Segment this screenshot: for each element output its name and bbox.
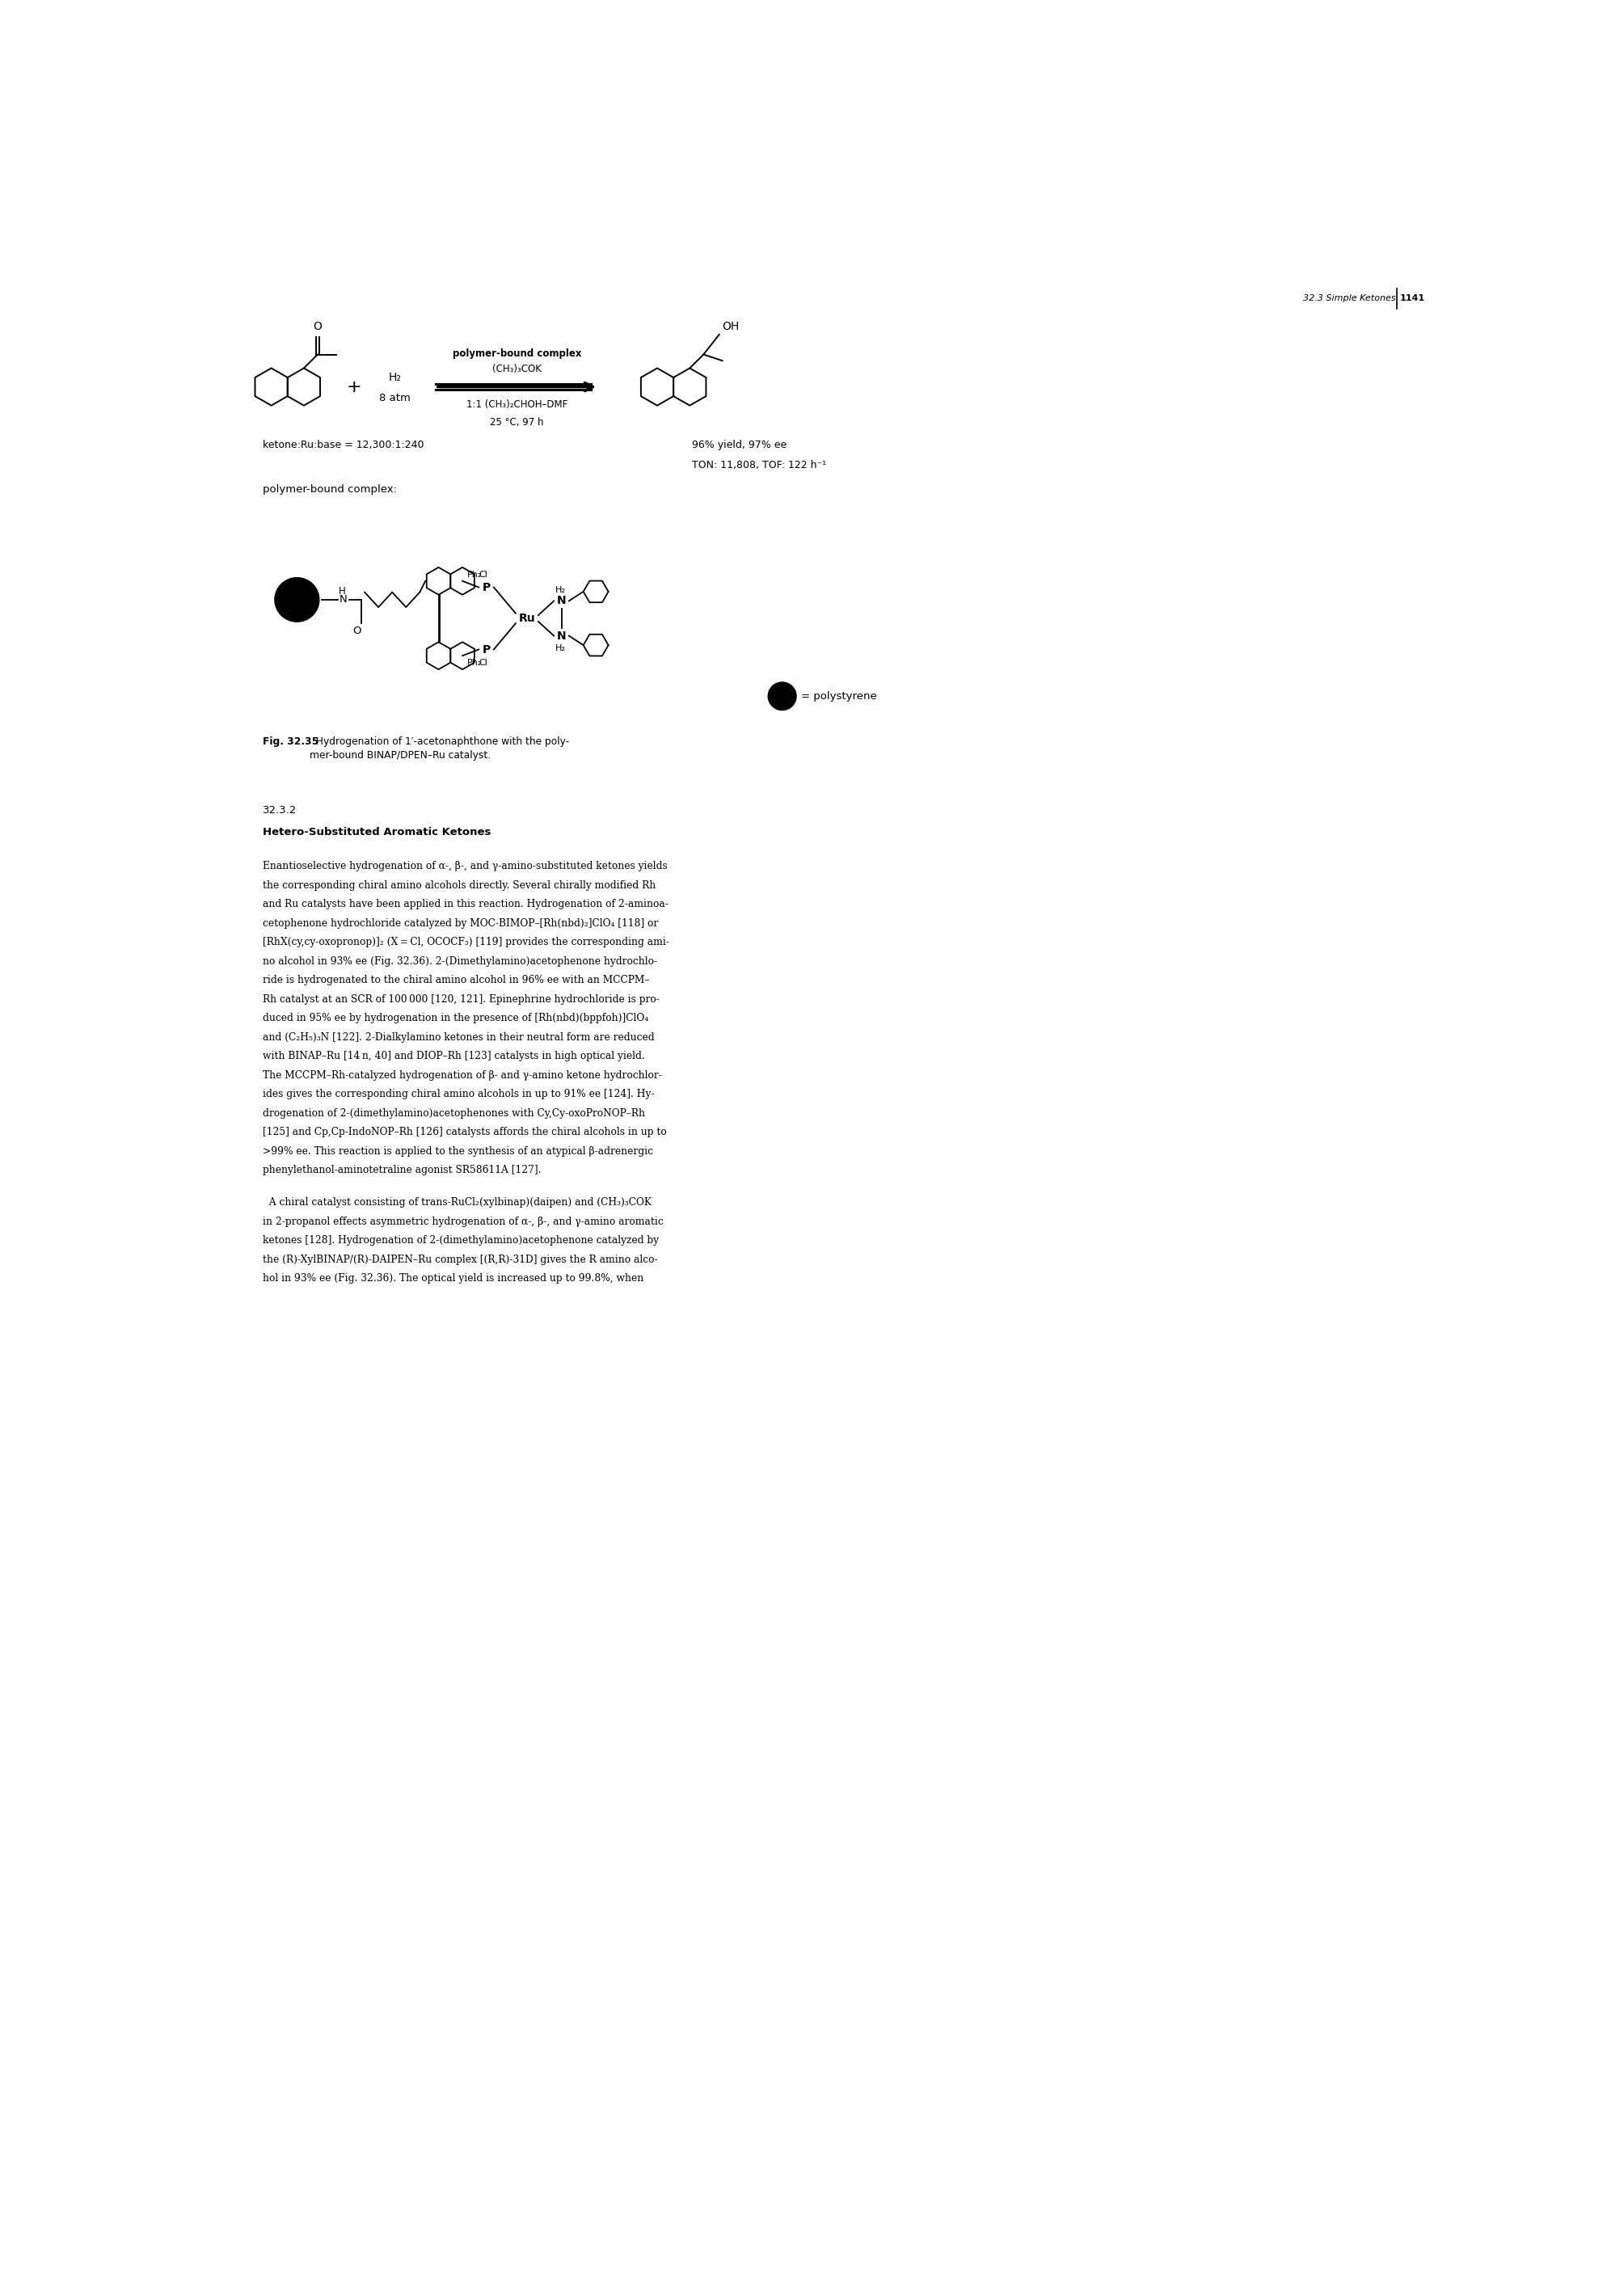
Text: with BINAP–Ru [14 n, 40] and DIOP–Rh [123] catalysts in high optical yield.: with BINAP–Ru [14 n, 40] and DIOP–Rh [12… xyxy=(263,1051,645,1063)
Text: A chiral catalyst consisting of trans-RuCl₂(xylbinap)(daipen) and (CH₃)₃COK: A chiral catalyst consisting of trans-Ru… xyxy=(263,1198,651,1209)
Text: the corresponding chiral amino alcohols directly. Several chirally modified Rh: the corresponding chiral amino alcohols … xyxy=(263,879,656,891)
Text: O: O xyxy=(352,625,361,637)
Text: 1:1 (CH₃)₂CHOH–DMF: 1:1 (CH₃)₂CHOH–DMF xyxy=(466,398,567,410)
Text: ketones [128]. Hydrogenation of 2-(dimethylamino)acetophenone catalyzed by: ketones [128]. Hydrogenation of 2-(dimet… xyxy=(263,1237,659,1246)
Text: and (C₂H₅)₃N [122]. 2-Dialkylamino ketones in their neutral form are reduced: and (C₂H₅)₃N [122]. 2-Dialkylamino keton… xyxy=(263,1033,654,1042)
Text: 32.3 Simple Ketones: 32.3 Simple Ketones xyxy=(1302,295,1395,302)
Text: = polystyrene: = polystyrene xyxy=(801,692,877,701)
Circle shape xyxy=(768,682,796,710)
Text: P: P xyxy=(482,643,490,655)
Text: Hetero-Substituted Aromatic Ketones: Hetero-Substituted Aromatic Ketones xyxy=(263,827,490,838)
Text: O: O xyxy=(313,321,322,332)
Text: and Ru catalysts have been applied in this reaction. Hydrogenation of 2-aminoa-: and Ru catalysts have been applied in th… xyxy=(263,900,667,909)
Text: Cl: Cl xyxy=(479,570,487,579)
Text: 32.3.2: 32.3.2 xyxy=(263,806,297,815)
Text: ides gives the corresponding chiral amino alcohols in up to 91% ee [124]. Hy-: ides gives the corresponding chiral amin… xyxy=(263,1090,654,1099)
Text: H₂: H₂ xyxy=(555,643,565,653)
Text: Cl: Cl xyxy=(479,660,487,666)
Text: Hydrogenation of 1′-acetonaphthone with the poly-
mer-bound BINAP/DPEN–Ru cataly: Hydrogenation of 1′-acetonaphthone with … xyxy=(310,737,568,760)
Circle shape xyxy=(274,577,318,621)
Text: >99% ee. This reaction is applied to the synthesis of an atypical β-adrenergic: >99% ee. This reaction is applied to the… xyxy=(263,1145,653,1156)
Text: [125] and Cp,Cp-IndoNOP–Rh [126] catalysts affords the chiral alcohols in up to: [125] and Cp,Cp-IndoNOP–Rh [126] catalys… xyxy=(263,1127,666,1138)
Text: +: + xyxy=(346,378,362,394)
Text: 25 °C, 97 h: 25 °C, 97 h xyxy=(490,417,544,428)
Text: cetophenone hydrochloride catalyzed by MOC-BIMOP–[Rh(nbd)₂]ClO₄ [118] or: cetophenone hydrochloride catalyzed by M… xyxy=(263,918,658,927)
Text: Rh catalyst at an SCR of 100 000 [120, 121]. Epinephrine hydrochloride is pro-: Rh catalyst at an SCR of 100 000 [120, 1… xyxy=(263,994,659,1005)
Text: the (R)-XylBINAP/(R)-DAIPEN–Ru complex [(R,R)-31D] gives the R amino alco-: the (R)-XylBINAP/(R)-DAIPEN–Ru complex [… xyxy=(263,1255,658,1264)
Text: Fig. 32.35: Fig. 32.35 xyxy=(263,737,318,747)
Text: polymer-bound complex:: polymer-bound complex: xyxy=(263,485,396,495)
Text: 8 atm: 8 atm xyxy=(378,394,411,403)
Text: H₂: H₂ xyxy=(388,371,401,382)
Text: duced in 95% ee by hydrogenation in the presence of [Rh(nbd)(bppfoh)]ClO₄: duced in 95% ee by hydrogenation in the … xyxy=(263,1012,648,1024)
Text: N: N xyxy=(557,595,567,607)
Text: polymer-bound complex: polymer-bound complex xyxy=(453,348,581,360)
Text: 96% yield, 97% ee: 96% yield, 97% ee xyxy=(692,440,788,451)
Text: H: H xyxy=(339,586,346,595)
Text: Enantioselective hydrogenation of α-, β-, and γ-amino-substituted ketones yields: Enantioselective hydrogenation of α-, β-… xyxy=(263,861,667,872)
Text: drogenation of 2-(dimethylamino)acetophenones with Cy,Cy-oxoProNOP–Rh: drogenation of 2-(dimethylamino)acetophe… xyxy=(263,1108,645,1118)
Text: 1141: 1141 xyxy=(1400,295,1426,302)
Text: hol in 93% ee (Fig. 32.36). The optical yield is increased up to 99.8%, when: hol in 93% ee (Fig. 32.36). The optical … xyxy=(263,1273,643,1285)
Text: Ru: Ru xyxy=(518,614,536,625)
Text: The MCCPM–Rh-catalyzed hydrogenation of β- and γ-amino ketone hydrochlor-: The MCCPM–Rh-catalyzed hydrogenation of … xyxy=(263,1069,661,1081)
Text: ketone:Ru:base = 12,300:1:240: ketone:Ru:base = 12,300:1:240 xyxy=(263,440,424,451)
Text: (CH₃)₃COK: (CH₃)₃COK xyxy=(492,364,541,373)
Text: Ph₂: Ph₂ xyxy=(468,660,482,666)
Text: H₂: H₂ xyxy=(555,586,565,593)
Text: ride is hydrogenated to the chiral amino alcohol in 96% ee with an MCCPM–: ride is hydrogenated to the chiral amino… xyxy=(263,976,650,985)
Text: N: N xyxy=(339,595,348,605)
Text: N: N xyxy=(557,630,567,641)
Text: phenylethanol­aminotetraline agonist SR58611A [127].: phenylethanol­aminotetraline agonist SR5… xyxy=(263,1166,541,1175)
Text: Ph₂: Ph₂ xyxy=(468,570,482,579)
Text: P: P xyxy=(482,582,490,593)
Text: in 2-propanol effects asymmetric hydrogenation of α-, β-, and γ-amino aromatic: in 2-propanol effects asymmetric hydroge… xyxy=(263,1216,663,1227)
Text: no alcohol in 93% ee (Fig. 32.36). 2-(Dimethylamino)acetophenone hydrochlo-: no alcohol in 93% ee (Fig. 32.36). 2-(Di… xyxy=(263,955,658,966)
Text: [RhX(cy,cy-oxopronop)]₂ (X = Cl, OCOCF₃) [119] provides the corresponding ami-: [RhX(cy,cy-oxopronop)]₂ (X = Cl, OCOCF₃)… xyxy=(263,937,669,948)
Text: TON: 11,808, TOF: 122 h⁻¹: TON: 11,808, TOF: 122 h⁻¹ xyxy=(692,460,827,469)
Text: OH: OH xyxy=(721,321,739,332)
